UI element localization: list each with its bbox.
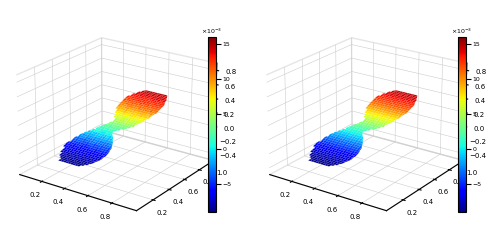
Title: $\times10^{-3}$: $\times10^{-3}$ — [451, 27, 472, 36]
Title: $\times10^{-3}$: $\times10^{-3}$ — [201, 27, 222, 36]
